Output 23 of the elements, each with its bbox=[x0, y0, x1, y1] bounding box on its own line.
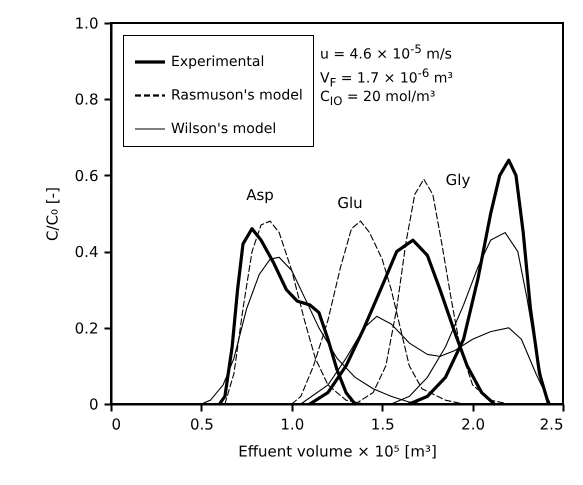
y-tick-label: 0 bbox=[88, 396, 98, 414]
x-tick-label: 1.0 bbox=[280, 416, 304, 434]
x-tick-label: 0.5 bbox=[190, 416, 214, 434]
x-tick-label: 2.5 bbox=[540, 416, 564, 434]
annotation: C$_{IO}$ = 20 mol/m³ bbox=[320, 88, 436, 110]
y-tick-label: 0.4 bbox=[74, 243, 98, 262]
legend-label: Wilson's model bbox=[171, 121, 276, 137]
y-tick-label: 0.2 bbox=[74, 319, 98, 338]
y-axis-title: C/C₀ [-] bbox=[44, 187, 62, 241]
y-tick-label: 1.0 bbox=[74, 14, 98, 32]
legend-label: Rasmuson's model bbox=[171, 88, 303, 104]
x-tick-label: 2.0 bbox=[461, 416, 486, 434]
legend-label: Experimental bbox=[171, 54, 264, 70]
x-axis-title: Effuent volume × 10⁵ [m³] bbox=[238, 442, 437, 460]
annotation: Gly bbox=[446, 171, 470, 189]
annotation: Asp bbox=[246, 186, 274, 204]
y-tick-label: 0.8 bbox=[74, 90, 98, 109]
x-tick-label: 1.5 bbox=[370, 416, 395, 434]
annotation: V$_{F}$ = 1.7 × 10$^{-6}$ m³ bbox=[320, 66, 453, 90]
annotation: Glu bbox=[337, 194, 363, 212]
y-tick-label: 0.6 bbox=[74, 166, 98, 185]
annotation: u = 4.6 × 10$^{-5}$ m/s bbox=[320, 41, 452, 64]
x-tick-label: 0 bbox=[112, 416, 122, 434]
